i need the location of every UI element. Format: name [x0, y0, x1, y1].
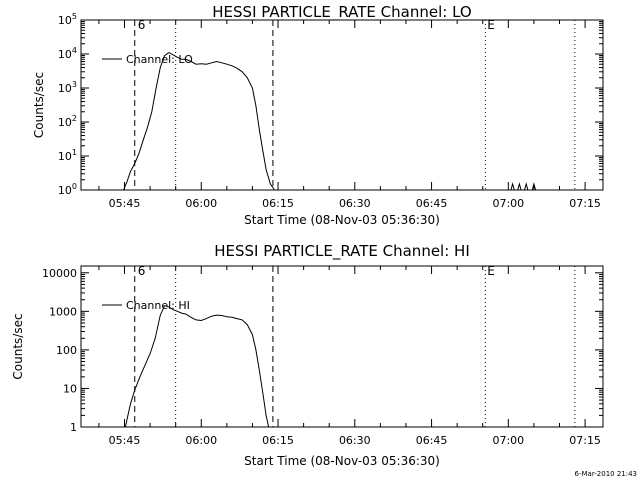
marker-label: 6: [138, 264, 146, 278]
x-tick-label: 07:15: [569, 434, 601, 447]
series-line: [124, 305, 270, 428]
y-tick-label: 101: [58, 148, 77, 163]
x-axis-label: Start Time (08-Nov-03 05:36:30): [244, 454, 440, 468]
y-tick-label: 1: [70, 421, 77, 434]
y-tick-label: 105: [58, 12, 77, 27]
y-tick-label: 1000: [49, 305, 77, 318]
x-tick-label: 06:15: [262, 434, 294, 447]
panel-2: HESSI PARTICLE_RATE Channel: HI 6 E 1 10 100 1…: [11, 242, 604, 468]
y-tick-label: 10000: [42, 267, 77, 280]
series-line: [123, 52, 276, 191]
x-tick-label: 06:30: [339, 434, 371, 447]
x-tick-label: 05:45: [109, 434, 141, 447]
x-tick-label: 06:00: [185, 197, 217, 210]
x-tick-label: 06:45: [416, 197, 448, 210]
x-tick-label: 06:45: [416, 434, 448, 447]
y-tick-label: 103: [58, 80, 77, 95]
x-tick-label: 07:00: [492, 197, 524, 210]
y-tick-label: 100: [58, 182, 77, 197]
x-tick-label: 06:30: [339, 197, 371, 210]
x-tick-label: 05:45: [109, 197, 141, 210]
chart-title: HESSI PARTICLE_RATE Channel: LO: [212, 3, 471, 22]
chart-title: HESSI PARTICLE_RATE Channel: HI: [214, 242, 470, 261]
series-line: [510, 182, 537, 191]
x-tick-label: 06:00: [185, 434, 217, 447]
marker-label: E: [487, 264, 495, 278]
marker-label: 6: [138, 18, 146, 32]
y-tick-label: 10: [63, 382, 77, 395]
plot-frame: [80, 265, 604, 428]
x-tick-label: 07:00: [492, 434, 524, 447]
y-tick-label: 100: [56, 344, 77, 357]
x-axis-label: Start Time (08-Nov-03 05:36:30): [244, 213, 440, 227]
y-axis-label: Counts/sec: [32, 72, 46, 138]
plot-frame: [80, 19, 604, 191]
panel-1: HESSI PARTICLE_RATE Channel: LO 6 E 100 101 1…: [32, 3, 604, 227]
y-axis-label: Counts/sec: [11, 313, 25, 379]
y-tick-label: 104: [58, 46, 77, 61]
x-tick-label: 06:15: [262, 197, 294, 210]
legend-label: Channel: HI: [126, 299, 190, 312]
legend-label: Channel: LO: [126, 53, 193, 66]
marker-label: E: [487, 18, 495, 32]
x-tick-label: 07:15: [569, 197, 601, 210]
y-tick-label: 102: [58, 114, 77, 129]
footer-timestamp: 6-Mar-2010 21:43: [575, 470, 637, 478]
